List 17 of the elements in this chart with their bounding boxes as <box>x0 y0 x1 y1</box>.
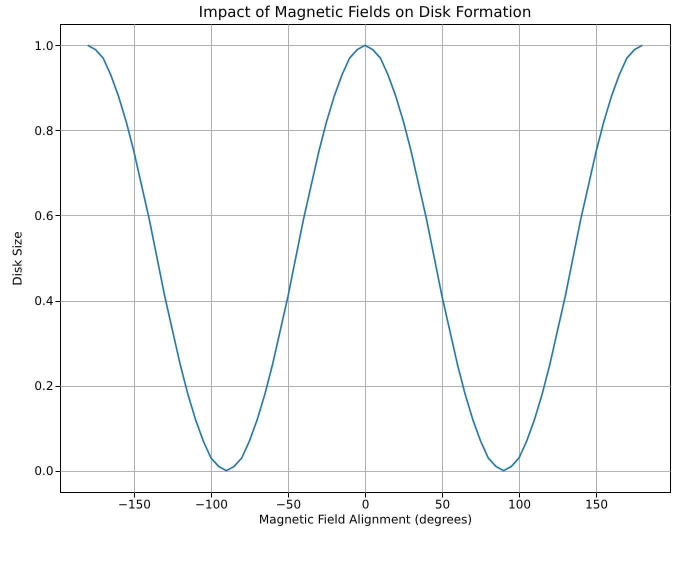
line-series <box>86 44 644 472</box>
x-axis-title: Magnetic Field Alignment (degrees) <box>258 512 472 526</box>
y-tick-label: 0.8 <box>34 124 54 138</box>
x-tick-label: −100 <box>194 498 228 512</box>
y-tick-label: 1.0 <box>34 38 54 53</box>
y-axis-title: Disk Size <box>10 231 24 286</box>
y-tick-label: 0.0 <box>34 464 54 478</box>
y-tick-label: 0.4 <box>34 294 54 308</box>
y-tick-label: 0.6 <box>34 208 54 223</box>
x-tick-label: 100 <box>508 498 531 512</box>
x-tick-label: 150 <box>585 498 608 512</box>
x-tick-label: 50 <box>434 498 450 512</box>
x-tick-label: −150 <box>118 498 151 512</box>
y-tick-label: 0.2 <box>34 379 54 394</box>
x-tick-label: −50 <box>276 498 302 512</box>
chart-title: Impact of Magnetic Fields on Disk Formation <box>198 3 532 21</box>
x-tick-label: 0 <box>362 498 370 512</box>
